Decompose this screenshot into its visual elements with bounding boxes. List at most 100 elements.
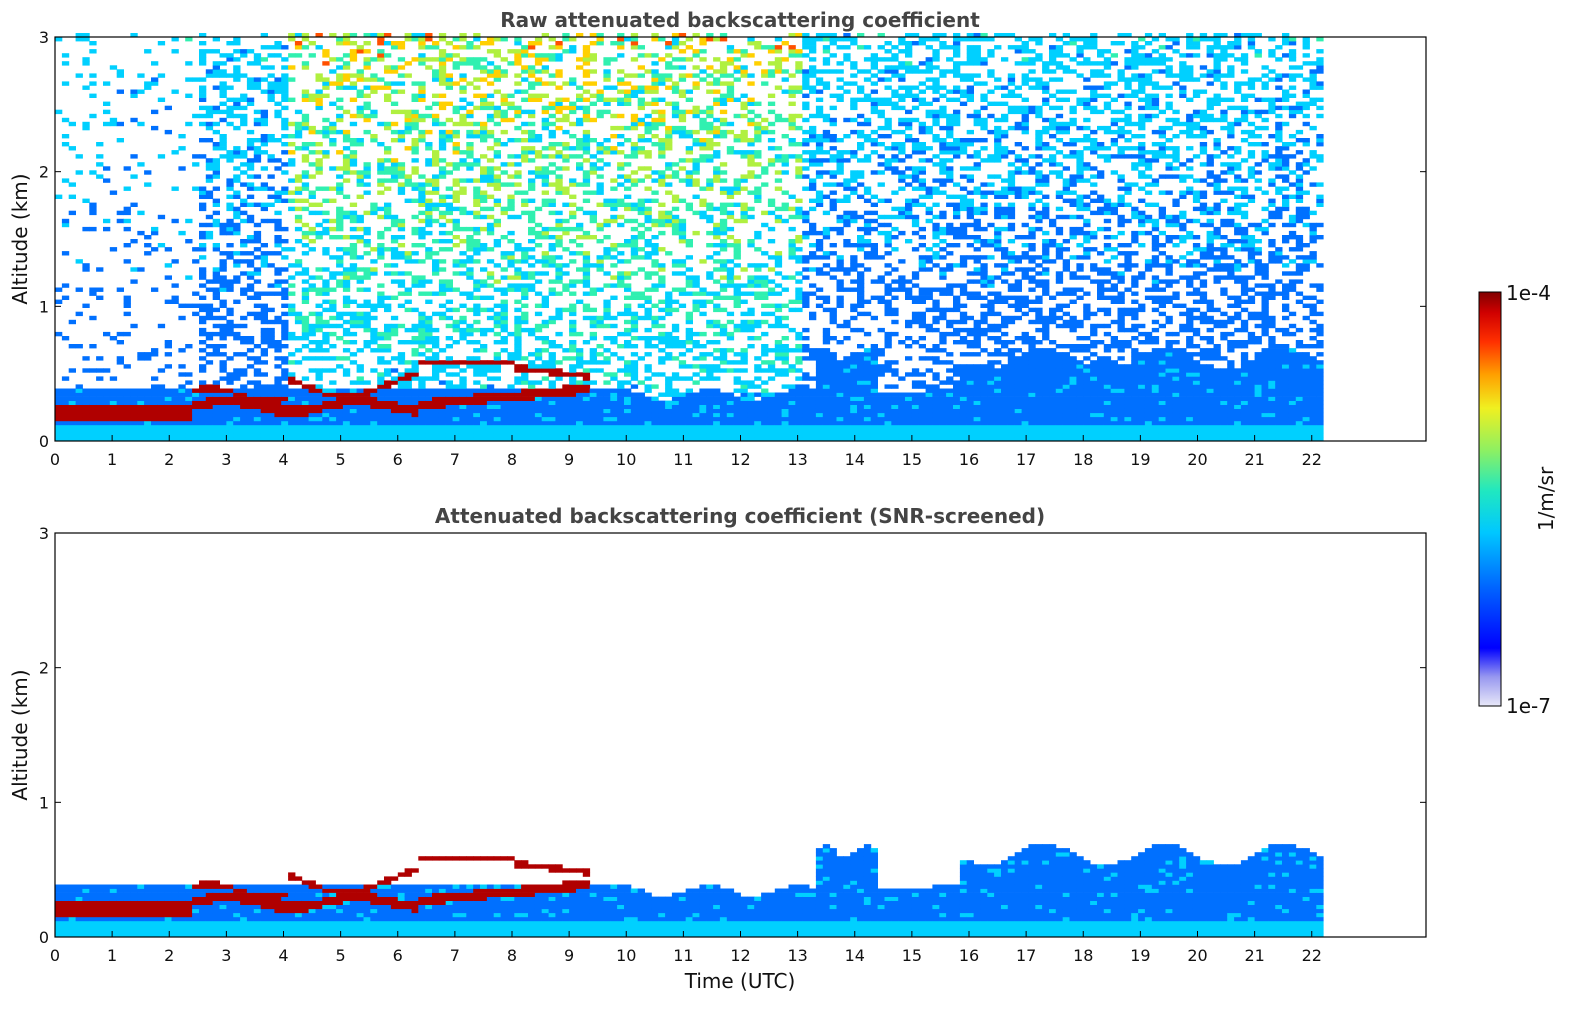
heatmap-cell	[61, 412, 70, 418]
heatmap-cell	[404, 360, 412, 365]
heatmap-cell	[425, 279, 433, 284]
heatmap-cell	[651, 178, 659, 183]
heatmap-cell	[246, 283, 255, 288]
heatmap-cell	[637, 336, 645, 341]
heatmap-cell	[438, 315, 447, 321]
heatmap-cell	[548, 142, 556, 147]
heatmap-cell	[747, 41, 755, 46]
heatmap-cell	[315, 142, 323, 147]
heatmap-cell	[438, 37, 447, 42]
heatmap-cell	[651, 372, 659, 377]
heatmap-cell	[541, 166, 549, 171]
heatmap-cell	[795, 61, 803, 66]
heatmap-cell	[301, 182, 310, 187]
heatmap-cell	[308, 230, 316, 236]
heatmap-cell	[541, 259, 549, 264]
heatmap-cell	[342, 432, 351, 438]
heatmap-cell	[713, 420, 721, 426]
heatmap-cell	[199, 190, 207, 195]
heatmap-cell	[665, 303, 673, 308]
heatmap-cell	[370, 247, 378, 252]
heatmap-cell	[548, 356, 556, 361]
heatmap-cell	[144, 81, 152, 86]
heatmap-cell	[246, 263, 255, 268]
heatmap-cell	[528, 437, 536, 442]
heatmap-cell	[726, 61, 735, 66]
heatmap-cell	[582, 69, 591, 74]
heatmap-cell	[294, 239, 303, 244]
heatmap-cell	[754, 404, 762, 409]
heatmap-cell	[500, 388, 508, 393]
heatmap-cell	[514, 287, 522, 292]
heatmap-cell	[534, 222, 543, 228]
heatmap-cell	[569, 45, 577, 50]
heatmap-cell	[548, 202, 556, 207]
heatmap-cell	[356, 138, 364, 143]
heatmap-cell	[603, 85, 611, 90]
heatmap-cell	[733, 77, 741, 82]
heatmap-cell	[596, 142, 604, 147]
heatmap-cell	[425, 388, 433, 393]
heatmap-cell	[82, 263, 90, 268]
heatmap-cell	[528, 109, 536, 115]
heatmap-cell	[301, 437, 310, 442]
heatmap-cell	[240, 408, 248, 414]
heatmap-cell	[548, 424, 556, 430]
heatmap-cell	[658, 400, 666, 405]
heatmap-cell	[411, 33, 419, 38]
heatmap-cell	[294, 178, 303, 183]
heatmap-cell	[521, 319, 529, 325]
heatmap-cell	[438, 348, 447, 353]
heatmap-cell	[521, 396, 529, 401]
heatmap-cell	[267, 331, 275, 337]
heatmap-cell	[349, 251, 358, 256]
heatmap-cell	[260, 45, 268, 50]
heatmap-cell	[432, 352, 440, 357]
heatmap-cell	[452, 408, 460, 414]
heatmap-cell	[130, 408, 138, 414]
heatmap-cell	[582, 340, 591, 345]
heatmap-cell	[432, 101, 440, 106]
heatmap-cell	[706, 113, 714, 119]
heatmap-cell	[377, 356, 385, 361]
heatmap-cell	[377, 142, 385, 147]
heatmap-cell	[548, 129, 556, 135]
heatmap-cell	[329, 121, 337, 127]
heatmap-cell	[610, 336, 618, 341]
heatmap-cell	[260, 117, 268, 123]
heatmap-cell	[555, 271, 563, 276]
heatmap-cell	[438, 400, 447, 405]
heatmap-cell	[411, 81, 419, 86]
heatmap-cell	[624, 437, 632, 442]
heatmap-cell	[774, 49, 783, 54]
heatmap-cell	[630, 226, 639, 232]
heatmap-cell	[459, 291, 467, 296]
heatmap-cell	[740, 93, 748, 98]
heatmap-cell	[260, 113, 268, 119]
heatmap-cell	[781, 190, 789, 195]
heatmap-cell	[644, 340, 652, 345]
heatmap-cell	[164, 105, 172, 111]
heatmap-cell	[719, 81, 728, 86]
heatmap-cell	[624, 311, 632, 317]
heatmap-cell	[164, 400, 172, 405]
heatmap-cell	[123, 218, 131, 224]
heatmap-cell	[528, 352, 536, 357]
heatmap-cell	[459, 416, 467, 422]
heatmap-cell	[610, 396, 618, 401]
heatmap-cell	[692, 279, 700, 284]
heatmap-cell	[610, 125, 618, 131]
heatmap-cell	[281, 437, 289, 442]
heatmap-cell	[671, 376, 680, 381]
heatmap-cell	[246, 275, 255, 280]
heatmap-cell	[116, 400, 124, 405]
heatmap-cell	[644, 400, 652, 405]
heatmap-cell	[445, 206, 453, 212]
heatmap-cell	[521, 251, 529, 256]
heatmap-cell	[658, 230, 666, 236]
heatmap-cell	[713, 259, 721, 264]
heatmap-cell	[445, 388, 453, 393]
heatmap-cell	[596, 37, 604, 42]
heatmap-cell	[781, 303, 789, 308]
heatmap-cell	[212, 271, 220, 276]
